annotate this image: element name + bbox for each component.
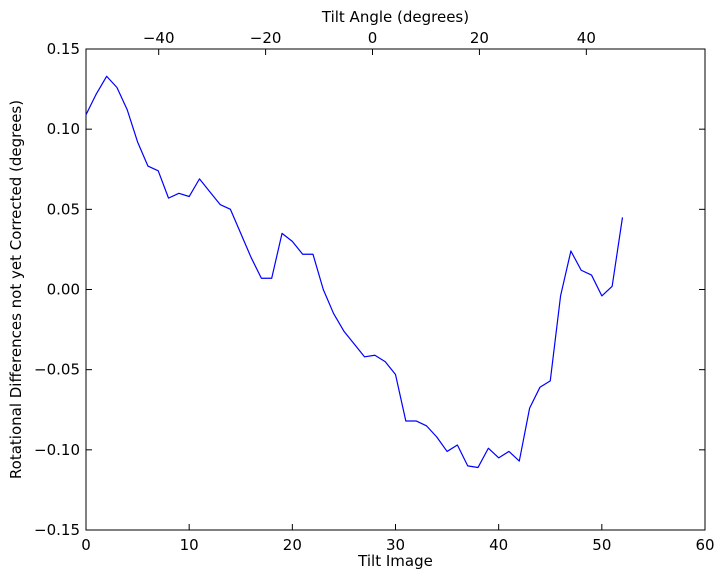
top-x-tick-label: 20 (470, 29, 489, 47)
x-tick-label: 50 (592, 536, 611, 554)
x-tick-label: 0 (81, 536, 91, 554)
x-tick-label: 30 (386, 536, 405, 554)
y-tick-label: 0.10 (47, 120, 80, 138)
top-x-tick-label: 0 (368, 29, 378, 47)
y-tick-label: 0.05 (47, 200, 80, 218)
y-tick-label: −0.05 (34, 361, 80, 379)
x-tick-label: 20 (283, 536, 302, 554)
y-tick-label: 0.00 (47, 281, 80, 299)
y-axis-label: Rotational Differences not yet Corrected… (7, 100, 25, 479)
x-axis-label: Tilt Image (357, 552, 433, 570)
top-x-tick-label: −20 (250, 29, 282, 47)
y-tick-label: −0.15 (34, 521, 80, 539)
top-x-tick-label: −40 (143, 29, 175, 47)
plot-area (85, 48, 706, 531)
top-x-tick-label: 40 (577, 29, 596, 47)
y-tick-label: −0.10 (34, 441, 80, 459)
x-tick-label: 60 (695, 536, 714, 554)
x-tick-label: 10 (180, 536, 199, 554)
series-line (85, 75, 624, 469)
axis-ticks: 0 10 20 30 40 50 60 −40 −20 0 20 40 −0.15 −0.10 −0.05 0… (34, 29, 715, 554)
top-x-axis-label: Tilt Angle (degrees) (321, 8, 469, 26)
series-layer (85, 75, 624, 469)
y-tick-label: 0.15 (47, 40, 80, 58)
x-tick-label: 40 (489, 536, 508, 554)
